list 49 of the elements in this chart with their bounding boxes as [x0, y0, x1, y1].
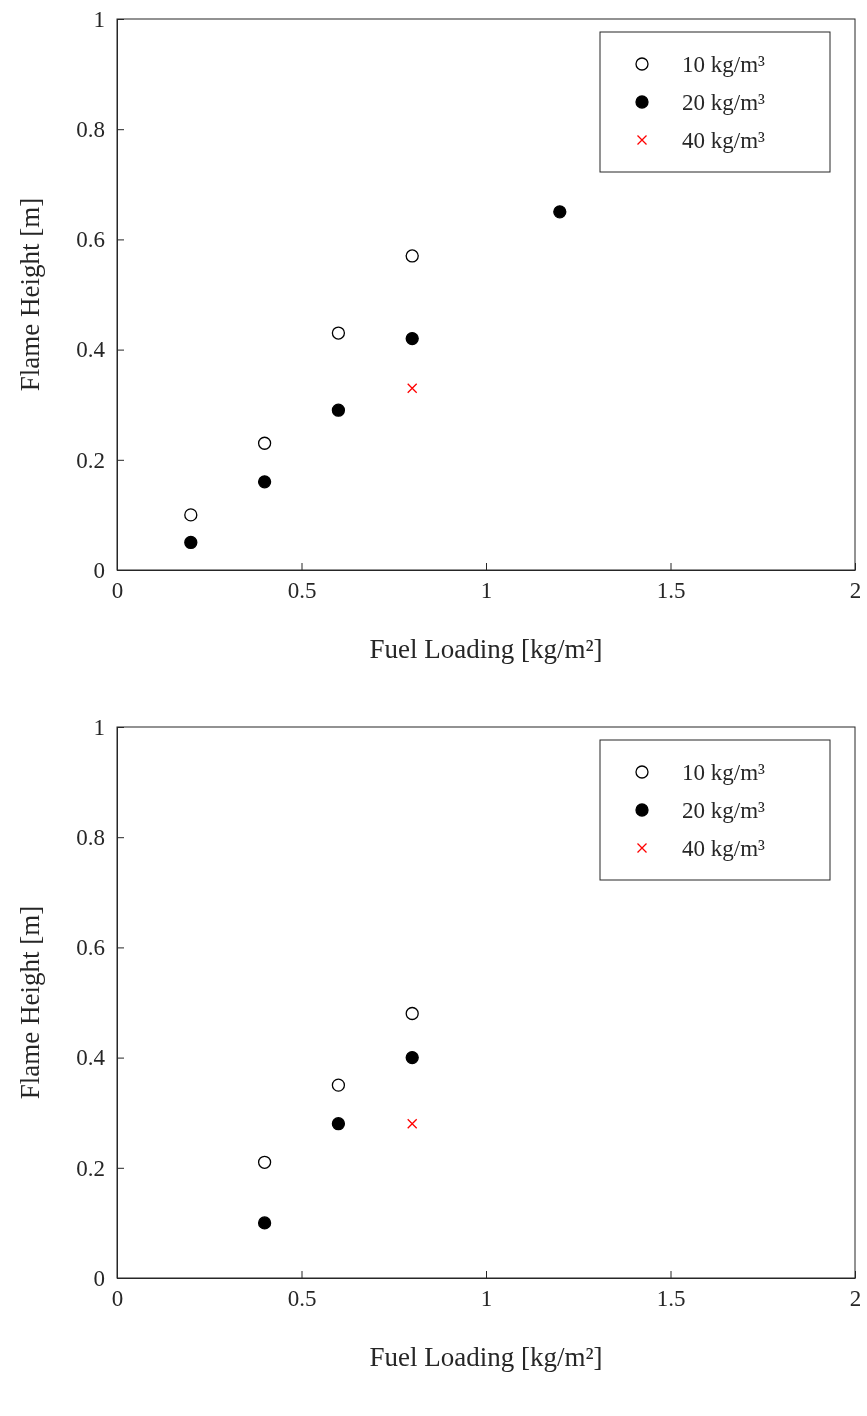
legend-label: 40 kg/m³: [682, 836, 766, 861]
point: [257, 1216, 272, 1230]
y-tick-label: 0.6: [76, 227, 105, 253]
y-tick-label: 0.4: [76, 337, 106, 363]
x-tick-label: 0.5: [287, 1286, 317, 1312]
y-tick-label: 1: [93, 714, 105, 740]
y-tick-label: 0.2: [76, 447, 105, 473]
x-tick-label: 0: [111, 1286, 124, 1312]
point: [407, 383, 418, 394]
point: [405, 1050, 419, 1065]
y-tick-label: 0.4: [76, 1045, 106, 1071]
y-tick-label: 0: [93, 557, 105, 583]
point: [257, 1155, 272, 1169]
x-axis-title: Fuel Loading [kg/m²]: [369, 1342, 603, 1372]
x-axis-title: Fuel Loading [kg/m²]: [369, 634, 603, 664]
y-tick-label: 1: [93, 6, 105, 32]
legend-label: 20 kg/m³: [682, 798, 766, 823]
point: [553, 205, 567, 219]
y-tick-label: 0.8: [76, 825, 105, 851]
point: [257, 436, 272, 450]
point: [184, 508, 198, 522]
x-tick-label: 0.5: [287, 578, 317, 604]
y-axis-title: Flame Height [m]: [15, 197, 45, 392]
y-tick-label: 0.6: [76, 935, 105, 961]
legend-label: 10 kg/m³: [682, 52, 766, 77]
point: [331, 403, 346, 417]
legend-label: 10 kg/m³: [682, 760, 766, 785]
legend-label: 40 kg/m³: [682, 128, 766, 153]
point: [407, 1118, 418, 1129]
point: [405, 331, 419, 346]
y-tick-label: 0: [93, 1265, 105, 1291]
y-axis-title: Flame Height [m]: [15, 905, 45, 1100]
point: [331, 1078, 346, 1092]
point: [331, 1117, 346, 1131]
x-tick-label: 1.5: [656, 578, 686, 604]
y-tick-label: 0.2: [76, 1155, 105, 1181]
x-tick-label: 2: [849, 1286, 862, 1312]
point: [184, 535, 198, 550]
x-tick-label: 1: [480, 578, 493, 604]
x-tick-label: 2: [849, 578, 862, 604]
legend-label: 20 kg/m³: [682, 90, 766, 115]
point: [331, 326, 346, 340]
x-tick-label: 1.5: [656, 1286, 686, 1312]
point: [257, 475, 272, 489]
point: [405, 249, 419, 263]
y-tick-label: 0.8: [76, 117, 105, 143]
x-tick-label: 0: [111, 578, 124, 604]
point: [405, 1006, 419, 1021]
x-tick-label: 1: [480, 1286, 493, 1312]
